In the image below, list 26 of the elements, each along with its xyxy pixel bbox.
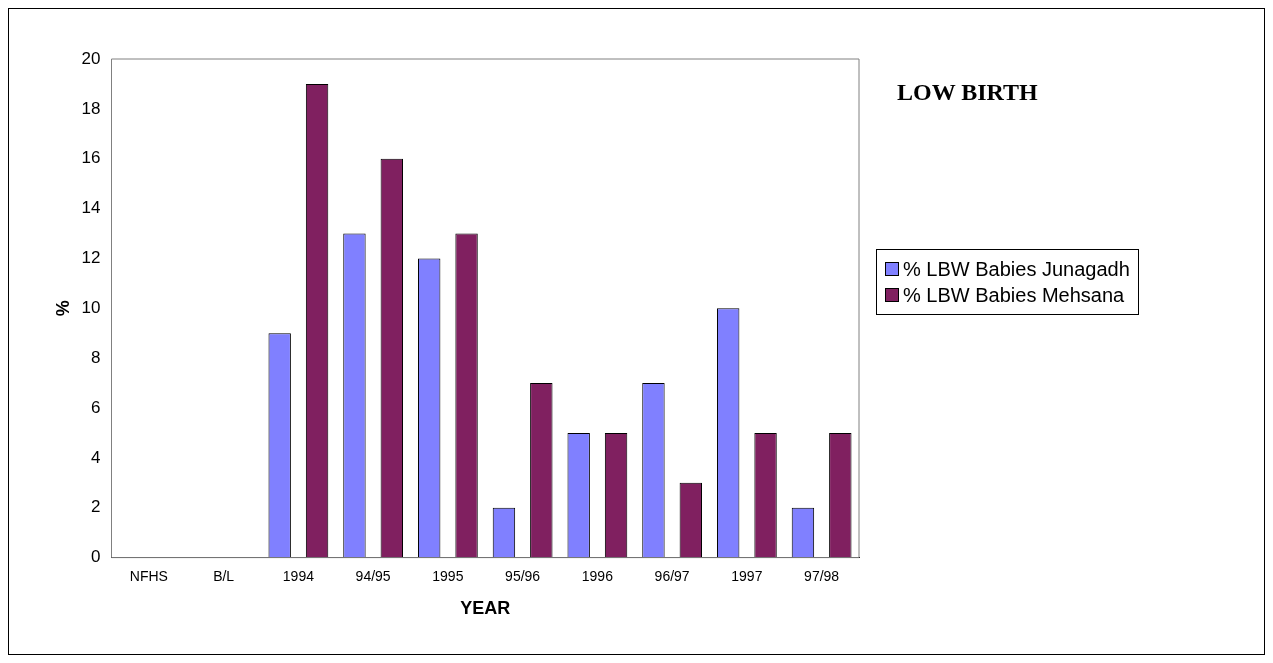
y-tick-label: 18: [81, 98, 101, 118]
y-tick-label: 14: [81, 198, 101, 218]
y-tick-label: 20: [81, 48, 101, 68]
x-tick-label: 95/96: [505, 567, 541, 584]
legend-label: % LBW Babies Junagadh: [903, 257, 1130, 282]
y-tick-label: 16: [81, 148, 101, 168]
x-tick-label: B/L: [213, 567, 235, 584]
y-tick-label: 10: [81, 297, 101, 317]
x-axis-title: YEAR: [460, 598, 511, 619]
text: LOW BIRTH: [897, 79, 1038, 106]
y-tick-label: 2: [91, 497, 101, 517]
x-tick-label: 1997: [731, 567, 763, 584]
x-tick-label: 97/98: [804, 567, 840, 584]
x-tick-label: 94/95: [355, 567, 391, 584]
y-tick-label: 12: [81, 248, 101, 268]
y-axis-title: %: [52, 300, 73, 317]
x-tick-label: 1996: [581, 567, 614, 584]
y-tick-label: 4: [91, 447, 101, 467]
x-tick-label: 1995: [432, 567, 464, 584]
y-tick-label: 8: [91, 347, 101, 367]
legend-label: % LBW Babies Mehsana: [903, 283, 1125, 308]
x-tick-label: 96/97: [654, 567, 690, 584]
y-tick-label: 0: [91, 547, 101, 567]
x-tick-label: NFHS: [129, 567, 168, 584]
x-tick-label: 1994: [282, 567, 315, 584]
y-tick-label: 6: [91, 397, 101, 417]
